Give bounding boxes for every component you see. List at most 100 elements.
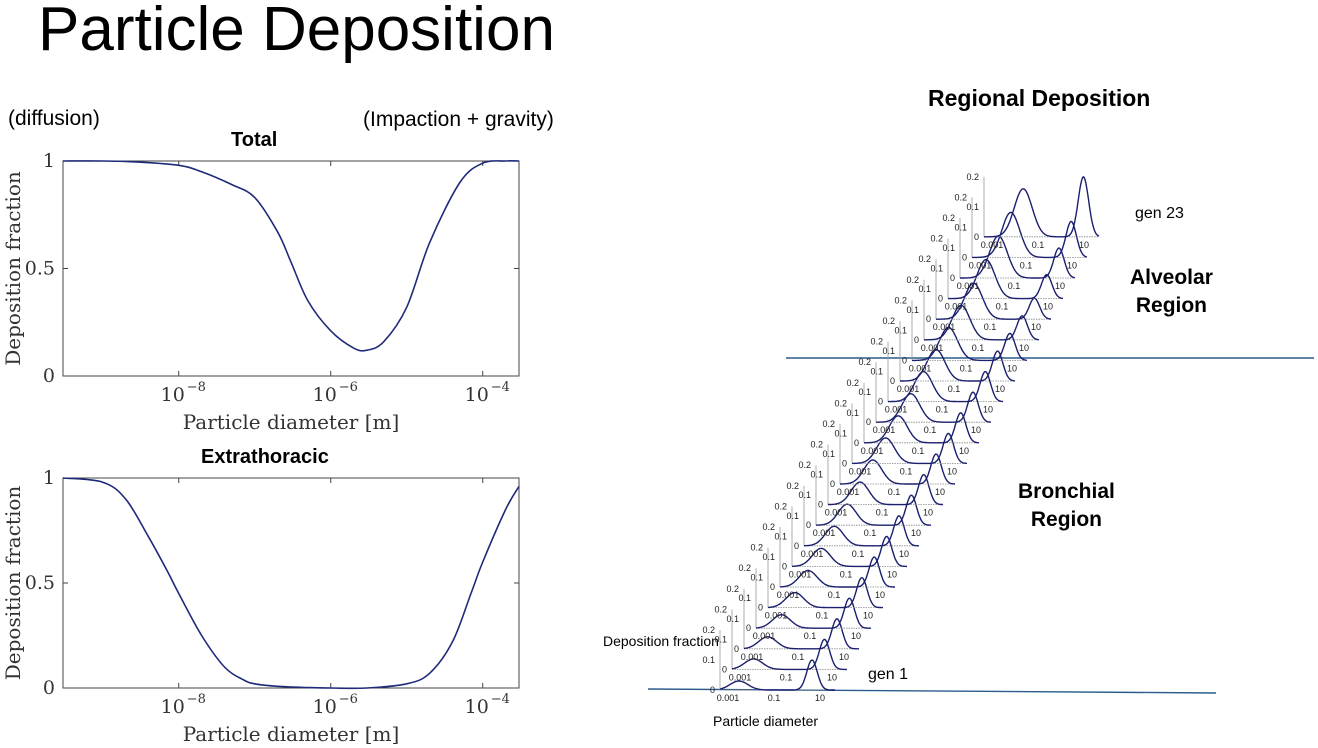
generation-2-plot: 00.10.20.001 0.1 10 (714, 604, 847, 682)
gen-ytick-label: 0.1 (750, 573, 763, 583)
extra-xtick-exponent: −8 (187, 692, 206, 707)
gen-ytick-label: 0 (722, 664, 727, 674)
extra-xtick-label: 10 (313, 696, 337, 718)
gen-xtick-label: 0.001 (717, 693, 740, 703)
gen-deposition-curve (960, 235, 1076, 279)
total-ytick-label: 1 (43, 150, 55, 172)
gen-xtick-label: 0.001 (849, 466, 872, 476)
gen-ytick-label: 0.1 (774, 531, 787, 541)
gen-xtick-label: 0.1 (936, 405, 949, 415)
regional-chart-title: Regional Deposition (928, 85, 1151, 111)
generation-15-plot: 00.10.20.001 0.1 10 (870, 337, 1004, 415)
diffusion-note: (diffusion) (8, 107, 100, 130)
gen-ytick-label: 0 (770, 582, 775, 592)
gen-deposition-curve (852, 432, 968, 465)
gen-ytick-label: 0 (734, 644, 739, 654)
gen-xtick-label: 10 (851, 631, 861, 641)
gen-deposition-curve (755, 597, 871, 629)
generation-5-plot: 00.10.20.001 0.1 10 (750, 543, 883, 621)
gen-deposition-curve (912, 326, 1028, 362)
gen-ytick-label: 0.2 (846, 378, 859, 388)
generation-12-plot: 00.10.20.001 0.1 10 (834, 398, 968, 476)
gen-xtick-label: 10 (947, 466, 957, 476)
gen-ytick-label: 0.2 (906, 275, 919, 285)
alveolar-region-line2: Region (1135, 294, 1208, 317)
bronchial-region-label: Bronchial Region (1018, 478, 1115, 534)
gen-deposition-curve (876, 391, 991, 423)
gen-ytick-label: 0.1 (894, 325, 907, 335)
extra-xlabel: Particle diameter [m] (183, 722, 400, 746)
generation-21-plot: 00.10.20.001 0.1 10 (942, 213, 1076, 291)
gen-xtick-label: 0.1 (792, 652, 805, 662)
extra-ytick-label: 1 (43, 467, 55, 489)
total-xtick-label: 10 (161, 384, 185, 406)
gen-ytick-label: 0.1 (954, 222, 967, 232)
gen-xtick-label: 0.1 (900, 466, 913, 476)
gen-ytick-label: 0.2 (810, 440, 823, 450)
gen-xtick-label: 10 (923, 508, 933, 518)
gen-ytick-label: 0.2 (930, 234, 943, 244)
extra-axes-box (62, 477, 520, 689)
gen-ytick-label: 0.2 (894, 295, 907, 305)
total-xlabel: Particle diameter [m] (183, 410, 400, 434)
total-xtick-label: 10 (465, 384, 489, 406)
gen-xtick-label: 0.1 (828, 590, 841, 600)
gen-xtick-label: 0.001 (981, 240, 1004, 250)
extra-xtick-label: 10 (161, 696, 185, 718)
extra-ytick-label: 0.5 (25, 572, 55, 594)
generation-23-plot: 0 0.1 0.2 0.001 0.1 10 (966, 172, 1100, 250)
generation-9-plot: 0 0.1 0.2 0.001 0.1 10 (798, 460, 931, 538)
gen-ytick-label: 0.2 (822, 419, 835, 429)
gen-ytick-label: 0.2 (726, 584, 739, 594)
gen-xtick-label: 0.1 (888, 487, 901, 497)
gen-deposition-curve (815, 494, 931, 526)
gen-xtick-label: 0.1 (1008, 281, 1021, 291)
generation-11-plot: 00.10.20.001 0.1 10 (822, 419, 956, 497)
gen-xtick-label: 0.1 (1032, 240, 1045, 250)
gen-xtick-label: 0.001 (741, 652, 764, 662)
gen-ytick-label: 0.1 (702, 655, 715, 665)
gen-deposition-curve (731, 638, 847, 671)
gen-ytick-label: 0.1 (906, 305, 919, 315)
gen-xtick-label: 0.001 (825, 508, 848, 518)
total-xtick-exponent: −4 (491, 380, 510, 395)
regional-xlabel: Particle diameter (713, 713, 819, 729)
extra-xtick-exponent: −6 (339, 692, 358, 707)
page-title: Particle Deposition (38, 0, 555, 64)
gen-ytick-label: 0.2 (738, 563, 751, 573)
gen-ytick-label: 0 (806, 520, 811, 530)
gen-ytick-label: 0.1 (966, 202, 979, 212)
gen-xtick-label: 10 (1019, 343, 1029, 353)
extra-ytick-label: 0 (43, 677, 55, 699)
gen-xtick-label: 10 (863, 611, 873, 621)
gen-ytick-label: 0.2 (834, 398, 847, 408)
gen-xtick-label: 10 (1043, 302, 1053, 312)
gen-xtick-label: 10 (1031, 322, 1041, 332)
gen-xtick-label: 0.001 (945, 302, 968, 312)
generation-16-plot: 00.10.20.001 0.1 10 (882, 316, 1016, 394)
gen-ytick-label: 0.2 (798, 460, 811, 470)
gen-deposition-curve (768, 576, 883, 609)
gen-xtick-label: 10 (899, 549, 909, 559)
gen-xtick-label: 0.001 (861, 446, 884, 456)
total-xtick-exponent: −8 (187, 380, 206, 395)
gen-xtick-label: 0.001 (909, 363, 932, 373)
gen-23-label: gen 23 (1135, 205, 1184, 222)
gen-xtick-label: 10 (1067, 260, 1077, 270)
total-chart-title: Total (231, 129, 278, 151)
extra-series-line (62, 477, 520, 690)
gen-deposition-curve (719, 659, 835, 691)
gen-xtick-label: 0.1 (1020, 260, 1033, 270)
generation-7-plot: 00.10.20.001 0.1 10 (774, 501, 907, 579)
generation-13-plot: 00.10.20.001 0.1 10 (846, 378, 979, 456)
gen-deposition-curve (804, 515, 919, 547)
gen-ytick-label: 0.1 (846, 408, 859, 418)
gen-xtick-label: 0.001 (729, 672, 752, 682)
gen-xtick-label: 0.001 (873, 425, 896, 435)
total-ytick-label: 0 (43, 365, 55, 387)
gen-deposition-curve (984, 176, 1100, 238)
gen-deposition-curve (827, 473, 944, 506)
gen-deposition-curve (792, 535, 907, 568)
